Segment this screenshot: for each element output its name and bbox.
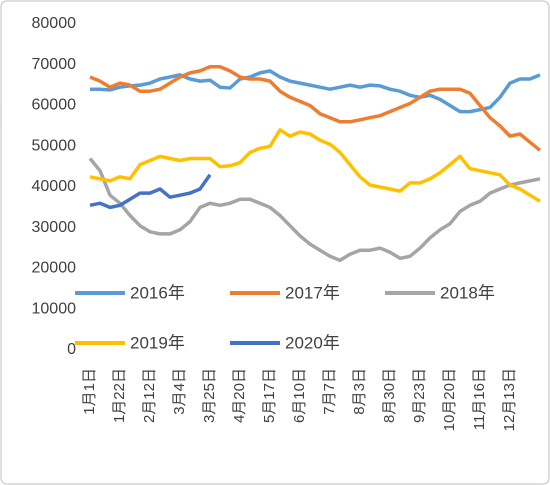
x-tick-label: 8月30日 xyxy=(381,368,398,423)
series-line xyxy=(89,128,541,203)
legend-label: 2018年 xyxy=(440,283,495,302)
y-tick-label: 80000 xyxy=(32,15,77,32)
y-tick-label: 30000 xyxy=(32,219,77,236)
x-tick-label: 3月4日 xyxy=(171,368,188,415)
y-tick-label: 10000 xyxy=(32,300,77,317)
series-line xyxy=(88,157,541,263)
x-tick-label: 7月7日 xyxy=(321,368,338,415)
y-tick-label: 50000 xyxy=(32,137,77,154)
x-tick-label: 4月20日 xyxy=(231,368,248,423)
x-tick-label: 5月17日 xyxy=(261,368,278,423)
y-tick-label: 70000 xyxy=(32,56,77,73)
y-tick-label: 40000 xyxy=(32,178,77,195)
legend-label: 2017年 xyxy=(285,283,340,302)
series-line xyxy=(89,65,542,152)
x-tick-label: 9月23日 xyxy=(411,368,428,423)
x-tick-label: 3月25日 xyxy=(201,368,218,423)
legend-label: 2016年 xyxy=(130,283,185,302)
x-tick-label: 6月10日 xyxy=(291,368,308,423)
x-tick-label: 8月3日 xyxy=(351,368,368,415)
x-tick-label: 2月12日 xyxy=(141,368,158,423)
y-tick-label: 20000 xyxy=(32,260,77,277)
legend-label: 2020年 xyxy=(285,333,340,352)
x-tick-label: 1月22日 xyxy=(111,368,128,423)
y-tick-label: 0 xyxy=(67,341,76,358)
x-tick-label: 1月1日 xyxy=(81,368,98,415)
y-tick-label: 60000 xyxy=(32,97,77,114)
legend-label: 2019年 xyxy=(130,333,185,352)
legend: 2016年 2017年 2018年 2019年 2020年 xyxy=(75,283,495,352)
x-tick-label: 10月20日 xyxy=(441,368,458,431)
series-line xyxy=(89,173,212,210)
x-tick-label: 12月13日 xyxy=(501,368,518,431)
plot-area: 0 10000 20000 30000 40000 50000 60000 70000 8000… xyxy=(32,15,542,431)
series-line xyxy=(90,69,541,114)
x-tick-label: 11月16日 xyxy=(471,368,488,430)
